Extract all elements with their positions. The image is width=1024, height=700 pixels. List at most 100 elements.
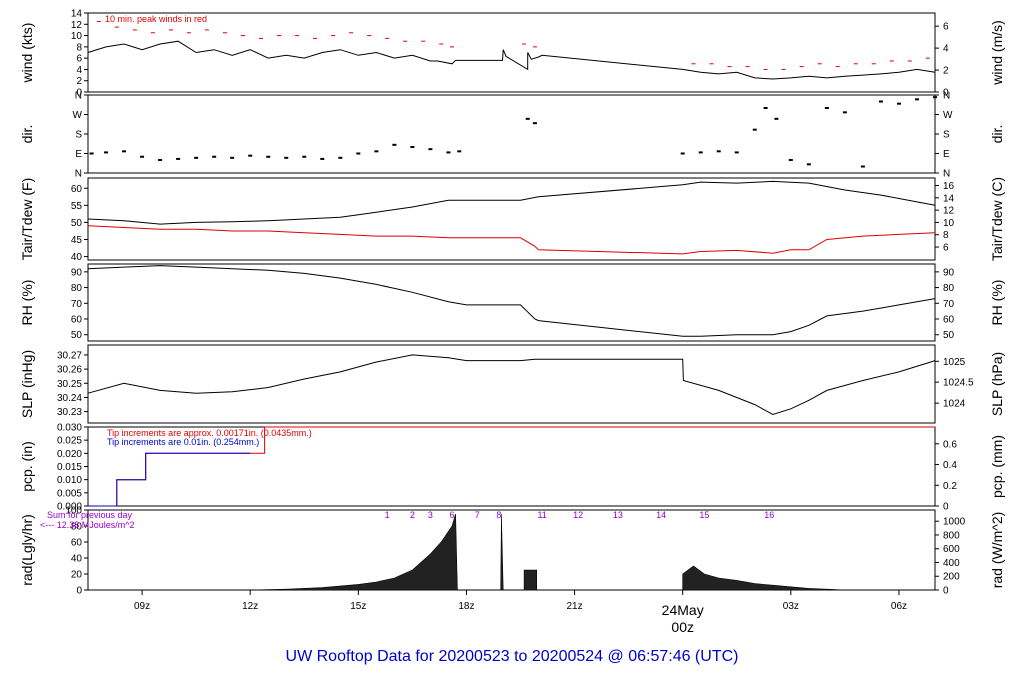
ylabel-right-rad: rad (W/m^2) (989, 512, 1005, 589)
ytick-label-right-slp: 1024.5 (943, 378, 974, 389)
ytick-label-right-pcp: 0 (943, 502, 949, 513)
wind-dir-point (842, 111, 847, 114)
wind-dir-point (806, 163, 811, 166)
ytick-label-right-wind: 2 (943, 66, 949, 77)
ytick-label-right-rad: 200 (943, 572, 960, 583)
ytick-label-right-rh: 50 (943, 330, 955, 341)
xtick-label: 03z (783, 601, 799, 612)
wind-dir-point (860, 165, 865, 168)
ytick-label-left-slp: 30.23 (57, 407, 82, 418)
pcp-note-1: Tip increments are 0.01in. (0.254mm.) (107, 437, 259, 447)
ytick-label-left-pcp: 0.005 (57, 488, 82, 499)
panel-frame-temp (87, 177, 936, 261)
rad-hour-label: 2 (410, 510, 415, 520)
wind-dir-point (734, 151, 739, 154)
ytick-label-left-pcp: 0.015 (57, 462, 82, 473)
ytick-label-left-rad: 0 (76, 586, 82, 597)
ytick-label-right-temp: 16 (943, 181, 955, 192)
wind-dir-point (457, 150, 462, 153)
xtick-label: 12z (242, 601, 258, 612)
ytick-label-right-rad: 400 (943, 558, 960, 569)
ytick-label-left-rad: 80 (71, 522, 83, 533)
ylabel-left-rh: RH (%) (19, 280, 35, 326)
ytick-label-left-wind: 8 (76, 42, 82, 53)
ytick-label-left-dir: N (75, 91, 82, 102)
ytick-label-left-rh: 60 (71, 315, 83, 326)
wind-dir-point (410, 146, 415, 148)
ytick-label-right-pcp: 0.2 (943, 481, 957, 492)
rad-hour-label: 6 (450, 510, 455, 520)
series-line-wind-0 (87, 40, 936, 80)
wind-dir-point (914, 98, 919, 101)
ytick-label-right-wind: 0 (943, 88, 949, 99)
ytick-label-left-wind: 12 (71, 20, 83, 31)
wind-dir-point (158, 159, 163, 161)
wind-dir-point (374, 150, 379, 153)
ylabel-left-rad: rad(Lgly/hr) (19, 514, 35, 586)
wind-dir-point (140, 155, 145, 158)
ytick-label-left-wind: 4 (76, 65, 82, 76)
ytick-label-right-temp: 12 (943, 206, 955, 217)
panel-note-wind: 10 min. peak winds in red (105, 14, 207, 24)
wind-dir-point (716, 150, 721, 153)
rad-hour-label: 16 (764, 510, 774, 520)
ytick-label-left-rad: 60 (71, 538, 83, 549)
ytick-label-right-dir: E (943, 149, 950, 160)
ytick-label-left-temp: 50 (71, 218, 83, 229)
ylabel-right-rh: RH (%) (989, 280, 1005, 326)
ytick-label-left-pcp: 0.010 (57, 475, 82, 486)
wind-dir-point (248, 154, 253, 157)
date-marker-sublabel: 00z (671, 619, 694, 635)
ytick-label-left-rad: 20 (71, 570, 83, 581)
ytick-label-right-slp: 1025 (943, 357, 966, 368)
series-line-slp-0 (87, 354, 936, 416)
ytick-label-right-rh: 90 (943, 267, 955, 278)
wind-dir-point (525, 117, 530, 120)
ytick-label-right-dir: N (943, 169, 950, 180)
rad-hour-label: 13 (613, 510, 623, 520)
series-line-temp-0 (87, 180, 936, 225)
ylabel-right-slp: SLP (hPa) (989, 352, 1005, 416)
ytick-label-left-rad: 40 (71, 554, 83, 565)
panel-frame-rh (87, 263, 936, 342)
rad-hour-label: 1 (385, 510, 390, 520)
pcp-note-0: Tip increments are approx. 0.00171in. (0… (107, 428, 312, 438)
ytick-label-left-wind: 6 (76, 54, 82, 65)
ytick-label-right-rad: 0 (943, 586, 949, 597)
ytick-label-right-dir: N (943, 91, 950, 102)
wind-dir-point (698, 151, 703, 154)
ytick-label-left-rh: 70 (71, 299, 83, 310)
ytick-label-left-slp: 30.26 (57, 365, 82, 376)
wind-dir-point (320, 157, 325, 160)
ytick-label-left-wind: 0 (76, 88, 82, 99)
ytick-label-left-temp: 45 (71, 235, 83, 246)
ytick-label-right-rad: 800 (943, 530, 960, 541)
date-marker-label: 24May (662, 602, 704, 618)
rad-hour-label: 8 (496, 510, 501, 520)
rad-hour-label: 7 (475, 510, 480, 520)
rad-note-total: <--- 12.38 MJoules/m^2 (40, 520, 135, 530)
wind-dir-point (230, 156, 235, 159)
panel-frame-wind (87, 12, 936, 93)
ytick-label-left-rh: 90 (71, 267, 83, 278)
ytick-label-left-wind: 14 (71, 9, 83, 20)
ytick-label-right-pcp: 0.4 (943, 460, 957, 471)
ytick-label-right-dir: W (943, 110, 953, 121)
rad-hour-label: 15 (699, 510, 709, 520)
wind-dir-point (392, 143, 397, 146)
radiation-area (250, 513, 845, 591)
ytick-label-left-pcp: 0.000 (57, 502, 82, 513)
wind-dir-point (122, 150, 127, 153)
ytick-label-left-slp: 30.27 (57, 350, 82, 361)
xtick-label: 21z (567, 601, 583, 612)
ylabel-right-temp: Tair/Tdew (C) (989, 177, 1005, 261)
ytick-label-right-rh: 60 (943, 315, 955, 326)
wind-dir-point (824, 107, 829, 109)
ytick-label-left-pcp: 0.020 (57, 449, 82, 460)
series-line-temp-1 (87, 225, 936, 255)
wind-dir-point (763, 107, 768, 109)
wind-dir-point (878, 100, 883, 103)
panel-frame-rad (87, 509, 936, 591)
